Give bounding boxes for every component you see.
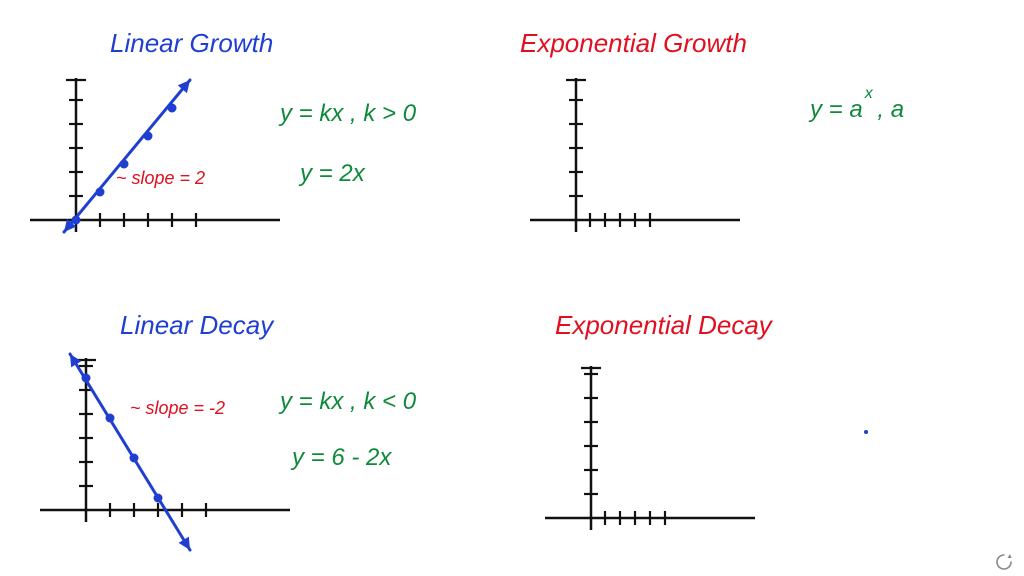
refresh-icon[interactable] [994, 552, 1014, 572]
stray-dot [0, 0, 1024, 576]
